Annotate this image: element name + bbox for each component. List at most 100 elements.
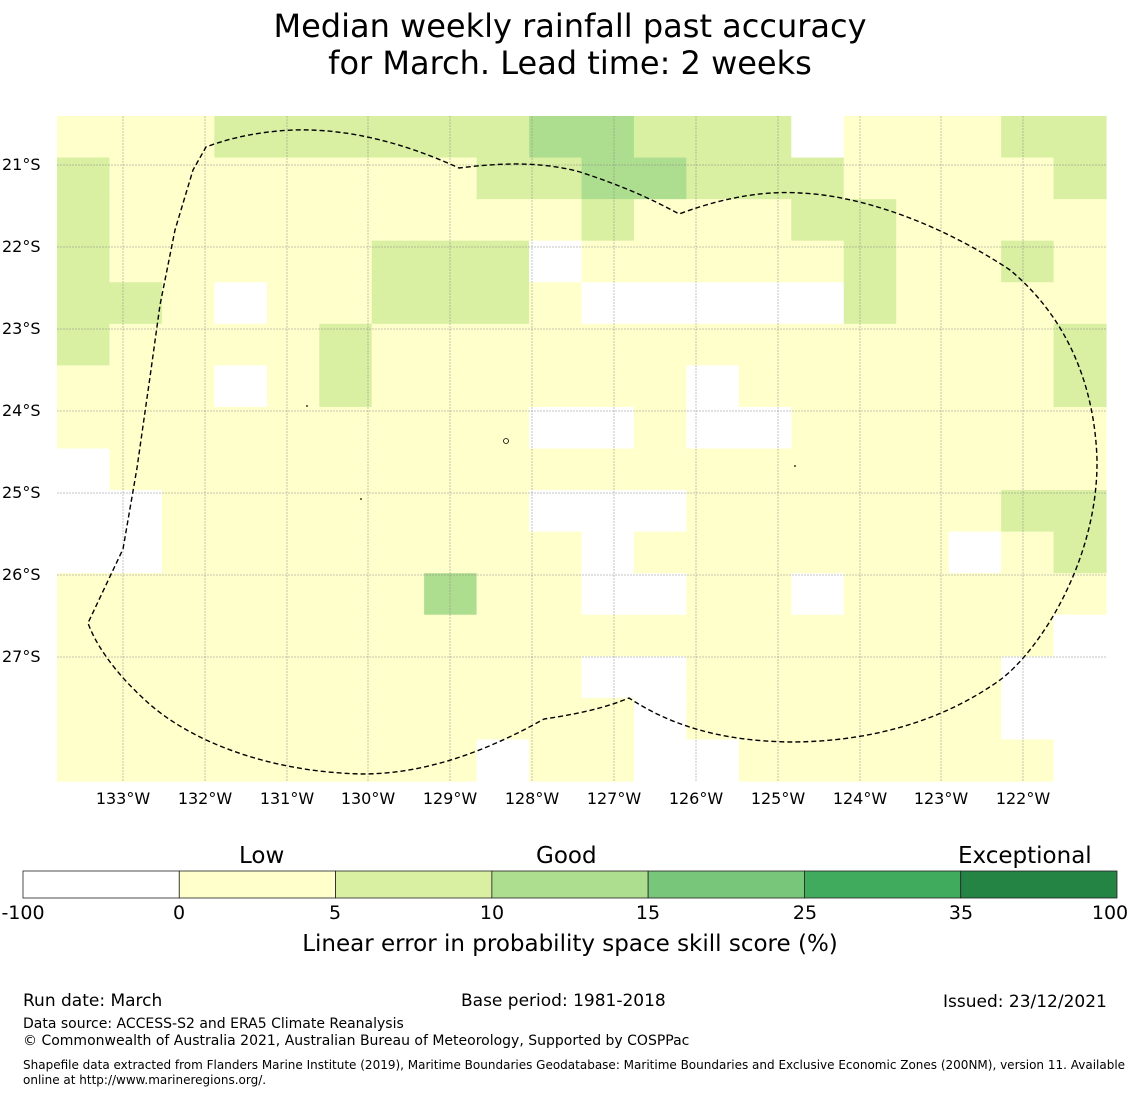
grid-cell xyxy=(476,116,530,159)
grid-cell xyxy=(581,573,635,616)
grid-cell xyxy=(57,697,111,741)
grid-cell xyxy=(791,282,845,325)
grid-cell xyxy=(529,116,583,159)
grid-cell xyxy=(476,656,530,699)
grid-cell xyxy=(1001,448,1055,491)
grid-cell xyxy=(896,531,950,574)
grid-cell xyxy=(1053,365,1107,408)
grid-cell xyxy=(424,406,478,450)
grid-cell xyxy=(1001,116,1055,159)
lat-label: 22°S xyxy=(2,237,41,256)
grid-cell xyxy=(1053,490,1107,533)
grid-cell xyxy=(948,323,1002,366)
eez-boundary xyxy=(87,129,1098,775)
title-line-1: Median weekly rainfall past accuracy xyxy=(273,7,867,45)
lon-label: 123°W xyxy=(913,789,969,808)
grid-cell xyxy=(738,157,792,200)
grid-cell xyxy=(424,365,478,408)
grid-cell xyxy=(424,573,478,616)
lon-label: 125°W xyxy=(750,789,806,808)
grid-cell xyxy=(214,656,268,699)
grid-cell xyxy=(266,323,320,366)
grid-cell xyxy=(791,240,845,283)
grid-cell xyxy=(581,739,635,782)
grid-cell xyxy=(319,531,373,574)
grid-cell xyxy=(529,157,583,200)
lat-label: 24°S xyxy=(2,401,41,420)
grid-cell xyxy=(371,573,425,616)
grid-cell xyxy=(581,240,635,283)
grid-cell xyxy=(476,739,530,782)
lon-label: 124°W xyxy=(832,789,888,808)
grid-cell xyxy=(57,614,111,657)
grid-cell xyxy=(948,614,1002,657)
lon-label: 130°W xyxy=(340,789,396,808)
grid-cell xyxy=(109,531,163,574)
grid-cell xyxy=(686,406,740,450)
grid-cell xyxy=(57,531,111,574)
grid-cell xyxy=(896,490,950,533)
grid-cell xyxy=(791,697,845,741)
grid-cell xyxy=(371,614,425,657)
grid-cell xyxy=(214,199,268,242)
colorbar-tick: 10 xyxy=(479,902,505,924)
grid-cell xyxy=(319,282,373,325)
lat-label: 25°S xyxy=(2,483,41,502)
grid-cell xyxy=(896,282,950,325)
island-marker xyxy=(794,465,796,467)
grid-cell xyxy=(948,448,1002,491)
grid-cell xyxy=(529,573,583,616)
grid-cell xyxy=(738,199,792,242)
grid-cell xyxy=(214,157,268,200)
grid-cell xyxy=(686,282,740,325)
grid-cell xyxy=(476,448,530,491)
grid-cell xyxy=(948,697,1002,741)
copyright: © Commonwealth of Australia 2021, Austra… xyxy=(23,1033,690,1049)
grid-cell xyxy=(371,282,425,325)
grid-cell xyxy=(633,697,687,741)
grid-cell xyxy=(633,365,687,408)
grid-cell xyxy=(476,614,530,657)
grid-cell xyxy=(424,697,478,741)
grid-cell xyxy=(424,199,478,242)
grid-cell xyxy=(266,573,320,616)
grid-cell xyxy=(581,406,635,450)
grid-cell xyxy=(266,448,320,491)
grid-cell xyxy=(1001,365,1055,408)
grid-cell xyxy=(791,573,845,616)
grid-cell xyxy=(686,490,740,533)
grid-cell xyxy=(581,282,635,325)
grid-cell xyxy=(896,116,950,159)
grid-cell xyxy=(109,697,163,741)
grid-cell xyxy=(57,240,111,283)
colorbar-segment xyxy=(22,870,180,899)
grid-cell xyxy=(266,656,320,699)
grid-cell xyxy=(214,490,268,533)
grid-cell xyxy=(686,116,740,159)
lon-label: 126°W xyxy=(668,789,724,808)
grid-cell xyxy=(843,697,897,741)
grid-cell xyxy=(109,406,163,450)
grid-cell xyxy=(319,573,373,616)
grid-cell xyxy=(896,323,950,366)
grid-cell xyxy=(843,116,897,159)
grid-cell xyxy=(738,323,792,366)
grid-cell xyxy=(529,448,583,491)
grid-cell xyxy=(581,199,635,242)
grid-cell xyxy=(791,323,845,366)
colorbar-tick: -100 xyxy=(1,902,45,924)
grid-cell xyxy=(581,490,635,533)
lat-label: 21°S xyxy=(2,155,41,174)
grid-cell xyxy=(161,448,215,491)
colorbar-tick: 100 xyxy=(1091,902,1129,924)
grid-cell xyxy=(319,656,373,699)
grid-cell xyxy=(161,614,215,657)
grid-cell xyxy=(896,365,950,408)
grid-cell xyxy=(371,490,425,533)
grid-cell xyxy=(529,323,583,366)
grid-cell xyxy=(371,365,425,408)
grid-cell xyxy=(57,323,111,366)
grid-cell xyxy=(948,573,1002,616)
grid-cell xyxy=(843,157,897,200)
grid-cell xyxy=(424,490,478,533)
